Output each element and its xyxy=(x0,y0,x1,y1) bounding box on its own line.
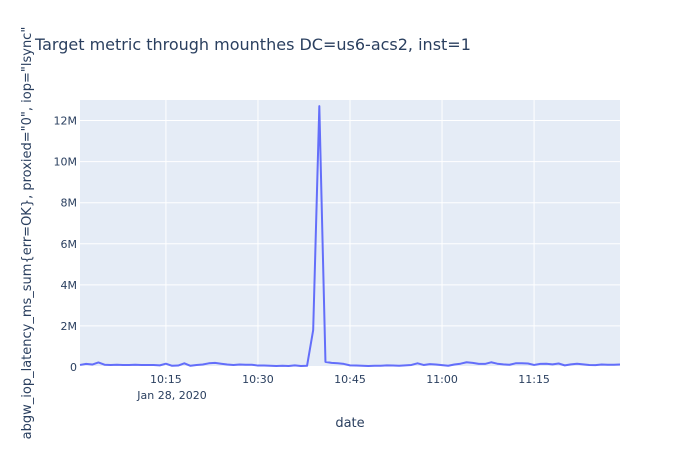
x-axis-date-label: Jan 28, 2020 xyxy=(136,389,206,402)
x-tick-labels: 10:15 10:30 10:45 11:00 11:15 xyxy=(150,373,550,386)
y-tick-label: 2M xyxy=(61,320,78,333)
y-axis-title: abgw_iop_latency_ms_sum{err=OK}, proxied… xyxy=(20,27,35,440)
y-tick-label: 4M xyxy=(61,279,78,292)
x-axis-title: date xyxy=(335,416,364,431)
series-layer xyxy=(79,105,621,367)
x-tick-label: 10:30 xyxy=(242,373,274,386)
x-gridlines xyxy=(165,100,535,367)
x-tick-label: 10:15 xyxy=(150,373,182,386)
chart-title: Target metric through mounthes DC=us6-ac… xyxy=(34,35,471,54)
x-tick-label: 11:00 xyxy=(426,373,458,386)
y-gridlines xyxy=(80,120,620,368)
x-tick-label: 11:15 xyxy=(518,373,550,386)
series-line xyxy=(79,105,621,367)
y-tick-label: 12M xyxy=(54,115,78,128)
y-tick-labels: 0 2M 4M 6M 8M 10M 12M xyxy=(54,115,78,374)
y-tick-label: 10M xyxy=(54,156,78,169)
x-tick-label: 10:45 xyxy=(334,373,366,386)
y-tick-label: 0 xyxy=(70,361,77,374)
y-tick-label: 6M xyxy=(61,238,78,251)
y-tick-label: 8M xyxy=(61,197,78,210)
